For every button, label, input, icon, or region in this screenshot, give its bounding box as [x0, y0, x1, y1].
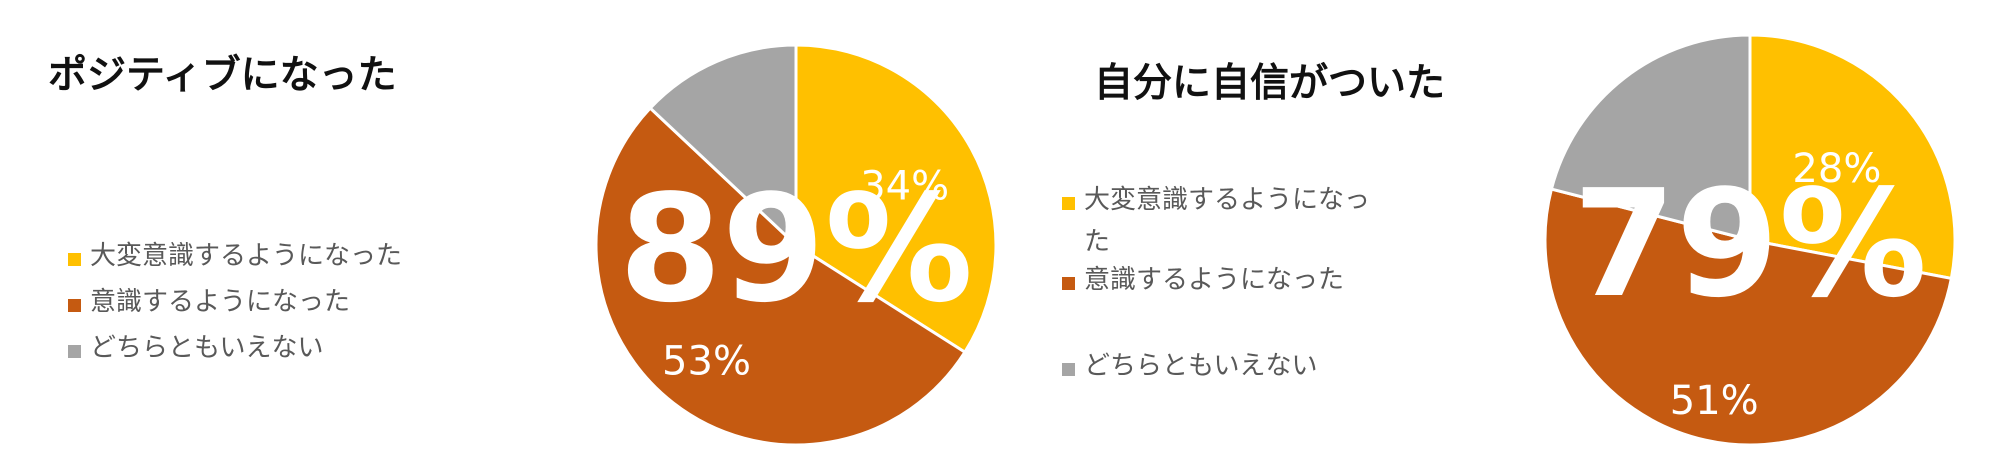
- pie-slice: [1549, 33, 1752, 242]
- pie-slice: [1543, 187, 1954, 447]
- legend-item: 大変意識するようになった: [1062, 180, 1384, 263]
- highlight-percentage: 89%: [619, 163, 973, 335]
- legend-swatch: [1062, 363, 1075, 376]
- data-label: 28%: [1792, 146, 1881, 192]
- pie-slice: [594, 105, 967, 447]
- pie-slice: [1748, 33, 1957, 281]
- pie-chart: 28% 51% 79%: [1543, 33, 1957, 447]
- data-label: 53%: [662, 338, 751, 384]
- legend-item: 意識するようになった: [68, 282, 350, 324]
- legend-swatch: [68, 299, 81, 312]
- chart-title: ポジティブになった: [48, 53, 397, 98]
- chart-panel-1: ポジティブになった 大変意識するようになった 意識するようになった どちらともい…: [0, 0, 1000, 457]
- data-label: 34%: [860, 163, 949, 209]
- legend-item: どちらともいえない: [68, 328, 323, 370]
- highlight-percentage: 79%: [1573, 158, 1927, 330]
- legend-item: どちらともいえない: [1062, 346, 1317, 388]
- data-label: 51%: [1670, 378, 1759, 424]
- legend-label: どちらともいえない: [90, 333, 324, 363]
- legend-item: 意識するようになった: [1062, 260, 1344, 302]
- legend-label: どちらともいえない: [1084, 351, 1318, 381]
- legend-label: 大変意識するようになった: [1084, 185, 1371, 257]
- pie-chart: 34% 53%89%: [594, 43, 998, 447]
- pie-slice: [648, 43, 798, 249]
- legend-label: 意識するようになった: [90, 287, 351, 317]
- legend-label: 意識するようになった: [1084, 265, 1345, 295]
- legend-swatch: [1062, 277, 1075, 290]
- chart-panel-2: 自分に自信がついた 大変意識するようになった 意識するようになった どちらともい…: [1000, 0, 2006, 457]
- legend-swatch: [68, 253, 81, 266]
- legend-swatch: [68, 345, 81, 358]
- chart-title: 自分に自信がついた: [1094, 61, 1446, 106]
- legend-label: 大変意識するようになった: [90, 241, 403, 271]
- legend-swatch: [1062, 197, 1075, 210]
- legend-item: 大変意識するようになった: [68, 236, 402, 278]
